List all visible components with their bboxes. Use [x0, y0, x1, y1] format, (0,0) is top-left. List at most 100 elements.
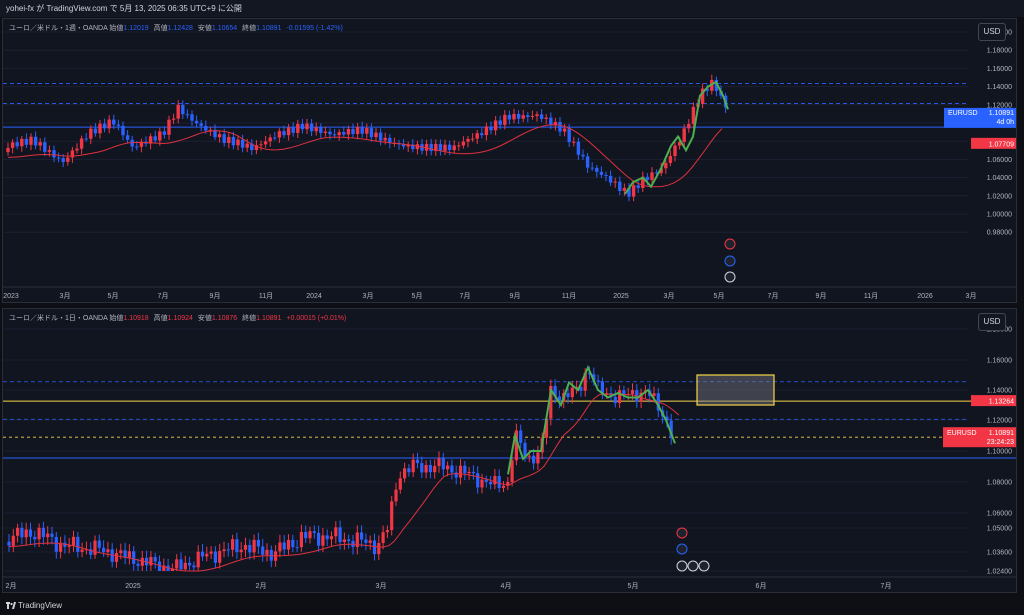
candle-body: [121, 125, 125, 136]
time-axis-label: 7月: [460, 292, 471, 300]
candle-body: [544, 117, 548, 119]
candle-body: [162, 565, 166, 571]
candle-body: [240, 139, 245, 148]
candle-body: [549, 117, 553, 126]
weekly-currency-button[interactable]: USD: [978, 23, 1006, 41]
candle-body: [250, 143, 254, 151]
candle-body: [16, 527, 20, 536]
candle-body: [682, 128, 686, 142]
candle-body: [447, 144, 452, 151]
candle-body: [226, 549, 230, 551]
candle-body: [557, 396, 561, 402]
candle-body: [171, 118, 176, 120]
event-flag-icon: [724, 271, 736, 283]
candle-body: [441, 458, 445, 470]
event-lightning-icon: [724, 238, 736, 250]
price-axis-label: 1.06000: [987, 157, 1012, 164]
event-flag-icon: [698, 560, 710, 572]
candle-body: [590, 167, 594, 169]
time-axis-label: 11月: [562, 292, 576, 300]
candle-body: [567, 128, 571, 143]
last-price-countdown: 4d 0h: [996, 119, 1014, 126]
candle-body: [420, 463, 424, 473]
candle-body: [149, 556, 153, 566]
candle-body: [385, 530, 389, 533]
weekly-chart-canvas[interactable]: 1.200001.180001.160001.140001.120001.100…: [3, 19, 1017, 303]
candle-body: [510, 460, 514, 482]
candle-body: [576, 141, 581, 155]
candle-body: [334, 527, 338, 537]
candle-body: [355, 532, 359, 547]
candle-body: [314, 127, 318, 132]
candle-body: [388, 137, 392, 144]
time-axis-label: 7月: [768, 292, 779, 300]
candle-body: [650, 172, 654, 180]
candle-body: [471, 471, 475, 474]
candle-body: [618, 181, 622, 191]
candle-body: [208, 129, 213, 131]
candle-body: [153, 136, 157, 141]
candle-body: [613, 181, 617, 183]
candle-body: [429, 143, 433, 152]
candle-body: [222, 549, 226, 552]
candle-body: [97, 540, 101, 548]
last-price-symbol: EURUSD: [947, 430, 977, 437]
candle-body: [153, 556, 157, 562]
candle-body: [317, 532, 321, 546]
daily-chart-canvas[interactable]: 1.180001.160001.140001.120001.100001.080…: [3, 309, 1017, 593]
level-price-tag: [971, 395, 1016, 407]
candle-body: [467, 471, 471, 474]
candle-body: [80, 549, 84, 552]
candle-body: [20, 138, 24, 147]
candle-body: [677, 141, 682, 146]
candle-body: [328, 131, 332, 135]
candle-body: [227, 136, 231, 144]
publisher-text: yohei-fx が TradingView.com で 5月 13, 2025…: [6, 4, 242, 13]
candle-body: [596, 380, 600, 382]
candle-body: [581, 154, 585, 157]
candle-body: [106, 549, 110, 553]
price-axis-label: 1.12000: [987, 102, 1012, 109]
candle-body: [37, 527, 41, 540]
candle-body: [273, 137, 277, 139]
candle-body: [342, 132, 346, 135]
candle-body: [33, 536, 37, 540]
candle-body: [622, 187, 627, 191]
candle-body: [390, 501, 394, 531]
candle-body: [687, 124, 691, 129]
candle-body: [185, 114, 190, 116]
daily-currency-button[interactable]: USD: [978, 313, 1006, 331]
candle-body: [443, 144, 447, 151]
candle-body: [411, 459, 415, 473]
event-flag-icon: [676, 560, 688, 572]
candle-body: [46, 533, 50, 538]
weekly-chart-panel[interactable]: ユーロ／米ドル・1週・OANDA 始値1.12019 高値1.12428 安値1…: [2, 18, 1017, 303]
candle-body: [61, 158, 65, 162]
candle-body: [480, 479, 484, 488]
candle-body: [562, 128, 567, 132]
candle-body: [139, 141, 144, 147]
moving-average-line: [8, 393, 680, 572]
candle-body: [256, 539, 260, 547]
candle-body: [627, 187, 631, 197]
time-axis-label: 3月: [966, 292, 977, 300]
daily-chart-panel[interactable]: ユーロ／米ドル・1日・OANDA 始値1.10918 高値1.10924 安値1…: [2, 308, 1017, 593]
candle-body: [476, 473, 480, 488]
candle-body: [231, 539, 235, 550]
time-axis-label: 2025: [613, 293, 629, 300]
candle-body: [654, 172, 659, 174]
wave-line: [507, 365, 676, 475]
candle-body: [553, 121, 558, 126]
candle-body: [50, 533, 54, 537]
candle-body: [323, 131, 328, 133]
candle-body: [75, 148, 79, 151]
daily-symbol-title: ユーロ／米ドル・1日・OANDA: [9, 315, 108, 322]
candle-body: [59, 542, 63, 552]
time-axis-label: 5月: [108, 292, 119, 300]
candle-body: [204, 125, 208, 131]
candle-body: [585, 156, 590, 168]
candle-body: [79, 138, 84, 149]
time-axis-label: 5月: [412, 292, 423, 300]
target-zone-box: [696, 374, 775, 406]
candle-body: [259, 144, 263, 146]
